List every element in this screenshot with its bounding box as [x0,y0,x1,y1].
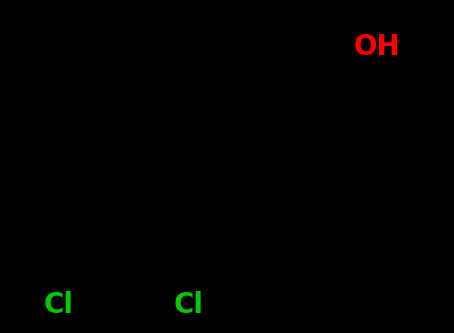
Text: Cl: Cl [173,291,203,319]
Text: OH: OH [354,33,401,61]
Text: Cl: Cl [44,291,74,319]
